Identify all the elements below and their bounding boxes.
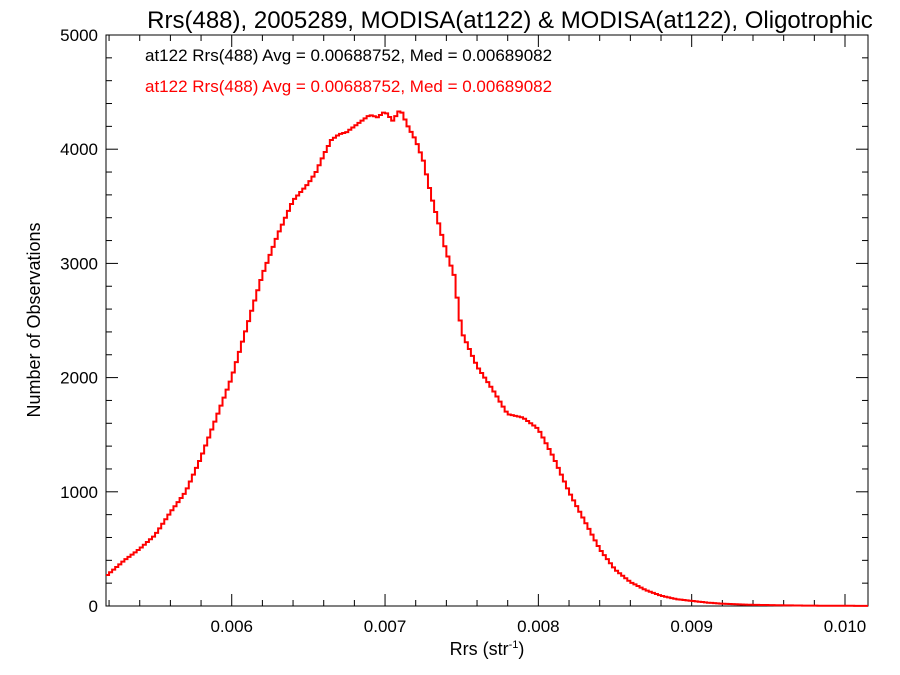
x-tick-label: 0.010 [824, 617, 867, 636]
y-axis-label: Number of Observations [24, 222, 44, 417]
chart-title: Rrs(488), 2005289, MODISA(at122) & MODIS… [147, 7, 873, 34]
stats-annotation-black: at122 Rrs(488) Avg = 0.00688752, Med = 0… [145, 46, 552, 65]
plot-frame [105, 34, 869, 607]
x-tick-label: 0.008 [517, 617, 560, 636]
y-tick-label: 5000 [60, 26, 98, 45]
y-tick-label: 1000 [60, 483, 98, 502]
x-axis-label: Rrs (str-1) [450, 639, 525, 659]
y-tick-label: 4000 [60, 140, 98, 159]
y-tick-label: 2000 [60, 369, 98, 388]
x-axis-label-main: Rrs (str [450, 639, 509, 659]
x-axis-label-close: ) [518, 639, 524, 659]
x-axis-label-superscript: -1 [509, 639, 519, 651]
x-tick-label: 0.009 [670, 617, 713, 636]
x-axis: 0.006 0.007 0.008 0.009 0.010 [108, 35, 867, 636]
y-tick-label: 3000 [60, 254, 98, 273]
y-tick-label: 0 [89, 597, 98, 616]
stats-annotation-red: at122 Rrs(488) Avg = 0.00688752, Med = 0… [145, 77, 552, 96]
x-tick-label: 0.006 [210, 617, 253, 636]
x-tick-label: 0.007 [364, 617, 407, 636]
series-histogram-line [106, 110, 868, 607]
y-axis: 0 1000 2000 3000 4000 5000 [60, 26, 868, 616]
